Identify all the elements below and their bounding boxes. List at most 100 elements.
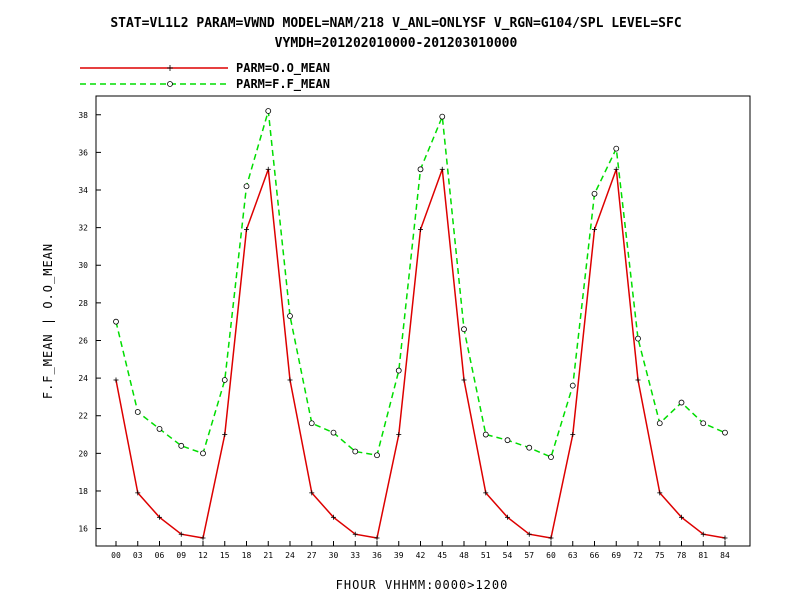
data-point xyxy=(526,531,532,537)
data-point xyxy=(526,444,533,451)
x-tick-label: 21 xyxy=(263,551,273,560)
x-axis: 00 03 06 09 12 15 18 21 24 27 30 33 36 39 42 45 48 51 54 57… xyxy=(111,541,730,560)
y-tick-label: 24 xyxy=(78,374,88,383)
plot-frame xyxy=(95,95,751,547)
legend-item: PARM=O.O_MEAN xyxy=(80,61,330,76)
data-point xyxy=(330,429,337,436)
data-point xyxy=(679,514,684,520)
data-point xyxy=(200,450,206,457)
data-point xyxy=(461,377,467,383)
y-axis-label: F.F_MEAN | O.O_MEAN xyxy=(41,243,55,399)
data-point xyxy=(395,367,402,374)
data-point xyxy=(113,377,119,383)
legend-label: PARM=F.F_MEAN xyxy=(236,77,330,92)
data-point xyxy=(287,313,293,319)
data-point xyxy=(374,535,380,541)
data-point xyxy=(439,166,445,172)
data-point xyxy=(417,166,424,173)
series-o-o-mean xyxy=(113,166,728,541)
data-point xyxy=(135,490,141,496)
x-tick-label: 09 xyxy=(176,551,186,560)
x-tick-label: 27 xyxy=(307,551,317,560)
data-point xyxy=(200,535,206,541)
y-tick-label: 18 xyxy=(78,487,88,496)
y-tick-label: 34 xyxy=(78,186,88,195)
x-tick-label: 18 xyxy=(242,551,252,560)
legend-item: PARM=F.F_MEAN xyxy=(80,77,330,92)
data-point xyxy=(265,108,272,114)
data-point xyxy=(134,409,141,415)
x-tick-label: 42 xyxy=(416,551,426,560)
y-tick-label: 22 xyxy=(78,412,88,421)
data-point xyxy=(374,452,380,459)
data-point xyxy=(157,514,162,520)
series-layer xyxy=(113,108,728,541)
data-point xyxy=(678,399,685,406)
x-tick-label: 69 xyxy=(611,551,621,560)
data-point xyxy=(657,490,663,496)
data-point xyxy=(700,420,707,427)
data-point xyxy=(113,318,119,325)
x-tick-label: 24 xyxy=(285,551,295,560)
data-point xyxy=(418,227,423,233)
data-point xyxy=(396,432,402,438)
data-point xyxy=(656,420,663,427)
data-point xyxy=(156,425,163,432)
data-point xyxy=(287,377,293,383)
x-tick-label: 48 xyxy=(459,551,469,560)
x-tick-label: 30 xyxy=(329,551,339,560)
data-point xyxy=(613,145,620,152)
x-axis-label: FHOUR VHHMM:0000>1200 xyxy=(336,578,509,592)
x-tick-label: 51 xyxy=(481,551,491,560)
x-tick-label: 33 xyxy=(350,551,360,560)
data-point xyxy=(613,166,619,172)
data-point xyxy=(591,190,598,197)
data-point xyxy=(439,113,446,120)
data-point xyxy=(222,432,228,438)
data-point xyxy=(504,437,511,444)
y-tick-label: 36 xyxy=(78,148,88,157)
x-tick-label: 84 xyxy=(720,551,730,560)
y-tick-label: 16 xyxy=(78,525,88,534)
y-tick-label: 20 xyxy=(78,449,88,458)
y-tick-label: 28 xyxy=(78,299,88,308)
x-tick-label: 12 xyxy=(198,551,208,560)
series-f-f-mean xyxy=(113,108,728,461)
x-tick-label: 75 xyxy=(655,551,665,560)
x-tick-label: 03 xyxy=(133,551,143,560)
x-tick-label: 00 xyxy=(111,551,121,560)
chart-subtitle: VYMDH=201202010000-201203010000 xyxy=(275,36,518,51)
x-tick-label: 78 xyxy=(677,551,687,560)
x-tick-label: 60 xyxy=(546,551,556,560)
data-point xyxy=(722,535,728,541)
x-tick-label: 06 xyxy=(155,551,165,560)
series-line xyxy=(115,110,726,459)
x-tick-label: 66 xyxy=(590,551,600,560)
x-tick-label: 81 xyxy=(698,551,708,560)
data-point xyxy=(505,514,510,520)
series-line xyxy=(115,169,726,539)
x-tick-label: 57 xyxy=(524,551,534,560)
data-point xyxy=(309,490,315,496)
data-point xyxy=(635,335,641,342)
y-tick-label: 38 xyxy=(78,111,88,120)
data-point xyxy=(244,227,249,233)
chart-title: STAT=VL1L2 PARAM=VWND MODEL=NAM/218 V_AN… xyxy=(110,16,681,31)
data-point xyxy=(570,432,576,438)
data-point xyxy=(635,377,641,383)
data-point xyxy=(265,166,271,172)
y-tick-label: 26 xyxy=(78,336,88,345)
legend-label: PARM=O.O_MEAN xyxy=(236,61,330,76)
data-point xyxy=(722,429,728,436)
x-tick-label: 63 xyxy=(568,551,578,560)
x-tick-label: 39 xyxy=(394,551,404,560)
data-point xyxy=(592,227,597,233)
data-point xyxy=(243,183,250,190)
x-tick-label: 36 xyxy=(372,551,382,560)
data-point xyxy=(548,454,554,461)
x-tick-label: 45 xyxy=(437,551,447,560)
data-point xyxy=(221,377,228,383)
data-point xyxy=(352,448,359,455)
data-point xyxy=(308,420,315,427)
